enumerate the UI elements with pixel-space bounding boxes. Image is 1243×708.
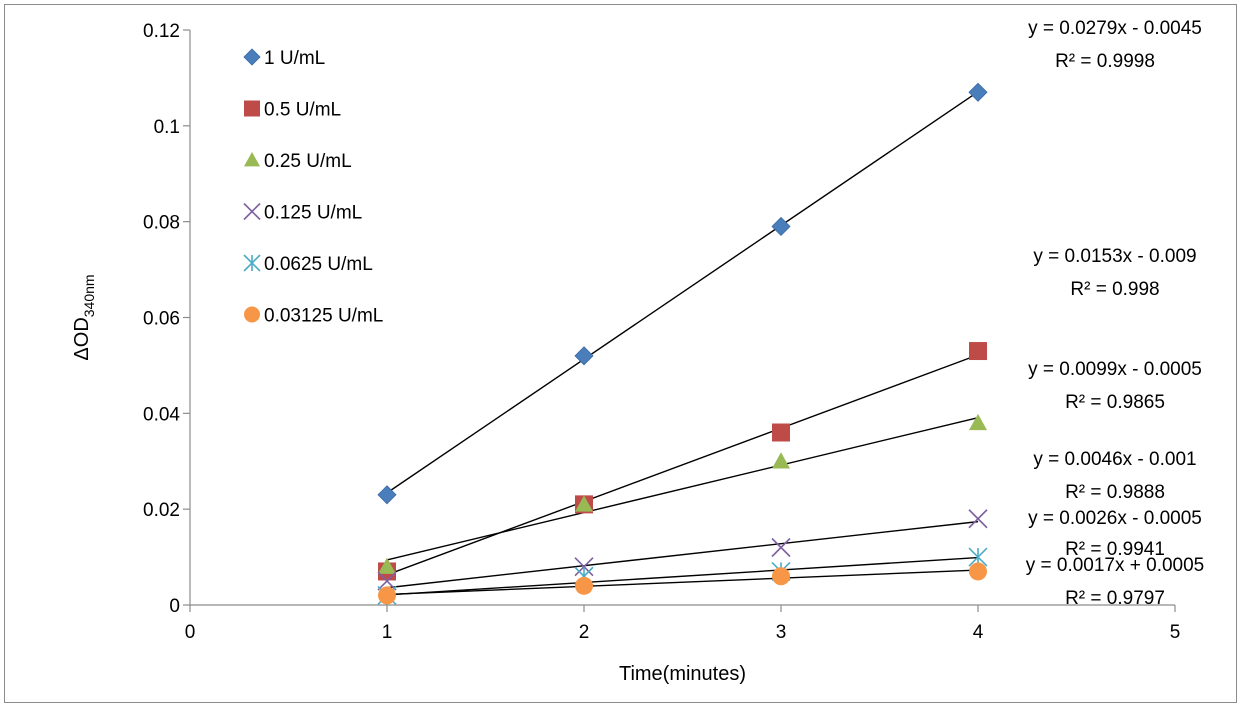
trendline-0-0625-u-ml — [386, 556, 979, 596]
x-tick-label: 1 — [382, 622, 393, 643]
data-point-0-03125-u-ml — [772, 567, 790, 586]
data-point-0-125-u-ml — [771, 537, 791, 558]
legend-marker-1-u-ml — [243, 48, 261, 66]
x-tick-label: 2 — [579, 622, 590, 643]
y-axis-title-main: ΔOD — [71, 317, 93, 360]
legend-marker-0-125-u-ml — [243, 202, 261, 221]
marker-stroke — [377, 571, 397, 591]
data-point-0-03125-u-ml — [575, 576, 593, 595]
trendline-0-5-u-ml — [386, 354, 979, 576]
trendline-0-03125-u-ml — [386, 569, 979, 596]
legend-label-0-5-u-ml: 0.5 U/mL — [264, 100, 341, 121]
x-tick-label: 5 — [1170, 622, 1181, 643]
trend-equation-0-5-u-ml: y = 0.0153x - 0.009 — [1033, 246, 1196, 267]
trend-equation-0-0625-u-ml: y = 0.0026x - 0.0005 — [1028, 508, 1202, 529]
y-axis-title-subscript: 340nm — [81, 274, 97, 317]
x-tick-label: 4 — [973, 622, 984, 643]
x-axis-title: Time(minutes) — [619, 663, 746, 685]
legend: 1 U/mL 0.5 U/mL 0.25 U/mL 0.125 U/mL 0.0625 … — [243, 48, 383, 327]
y-tick-label: 0.12 — [143, 21, 180, 42]
data-point-1-u-ml — [574, 346, 594, 366]
data-point-0-25-u-ml — [575, 495, 593, 512]
legend-label-0-125-u-ml: 0.125 U/mL — [264, 203, 362, 224]
legend-label-0-03125-u-ml: 0.03125 U/mL — [264, 306, 383, 327]
trend-r2-0-125-u-ml: R² = 0.9888 — [1065, 482, 1165, 503]
data-point-1-u-ml — [968, 82, 988, 102]
trend-equation-0-25-u-ml: y = 0.0099x - 0.0005 — [1028, 359, 1202, 380]
x-tick-label: 0 — [185, 622, 196, 643]
legend-marker-0-25-u-ml — [244, 152, 260, 167]
trendline-1-u-ml — [386, 91, 979, 494]
trend-r2-0-03125-u-ml: R² = 0.9797 — [1065, 588, 1165, 609]
marker-stroke — [771, 537, 791, 558]
data-point-0-03125-u-ml — [378, 586, 396, 605]
data-point-1-u-ml — [377, 485, 397, 505]
y-tick-label: 0.08 — [143, 213, 180, 234]
data-point-0-03125-u-ml — [969, 562, 987, 581]
marker-stroke — [574, 557, 594, 577]
trend-r2-0-5-u-ml: R² = 0.998 — [1070, 279, 1159, 300]
trend-r2-1-u-ml: R² = 0.9998 — [1055, 51, 1155, 72]
data-point-0-25-u-ml — [969, 413, 987, 431]
legend-marker-0-0625-u-ml — [243, 254, 261, 272]
y-tick-label: 0 — [169, 596, 180, 617]
tick-group: 0 0.02 0.04 0.06 0.08 0.1 0.12 0 1 2 3 4 5 — [143, 21, 1180, 643]
y-axis-title: ΔOD340nm — [71, 274, 97, 360]
trend-equation-0-125-u-ml: y = 0.0046x - 0.001 — [1033, 449, 1196, 470]
x-tick-label: 3 — [776, 622, 787, 643]
data-point-0-125-u-ml — [574, 557, 594, 577]
point-group — [377, 82, 988, 605]
legend-label-1-u-ml: 1 U/mL — [264, 48, 325, 69]
data-point-0-25-u-ml — [772, 452, 790, 469]
marker-stroke — [243, 202, 261, 221]
data-point-1-u-ml — [771, 216, 791, 237]
trend-r2-0-25-u-ml: R² = 0.9865 — [1065, 392, 1165, 413]
y-tick-label: 0.02 — [143, 500, 180, 521]
data-point-0-5-u-ml — [772, 423, 790, 442]
trend-r2-0-0625-u-ml: R² = 0.9941 — [1065, 539, 1165, 560]
legend-marker-0-5-u-ml — [244, 100, 260, 117]
chart-frame — [4, 4, 1237, 703]
marker-stroke — [968, 509, 988, 529]
legend-label-0-25-u-ml: 0.25 U/mL — [264, 151, 352, 172]
trendline-0-25-u-ml — [386, 416, 979, 561]
trendline-group — [386, 91, 979, 596]
trendline-0-125-u-ml — [386, 520, 979, 589]
y-tick-label: 0.06 — [143, 309, 180, 330]
legend-label-0-0625-u-ml: 0.0625 U/mL — [264, 254, 373, 275]
trend-equation-1-u-ml: y = 0.0279x - 0.0045 — [1028, 18, 1202, 39]
data-point-0-5-u-ml — [969, 342, 987, 361]
data-point-0-125-u-ml — [377, 571, 397, 591]
legend-marker-0-03125-u-ml — [244, 306, 260, 323]
y-tick-label: 0.1 — [154, 117, 180, 138]
data-point-0-125-u-ml — [968, 509, 988, 529]
trend-equation-0-03125-u-ml: y = 0.0017x + 0.0005 — [1026, 555, 1205, 576]
equation-labels: y = 0.0279x - 0.0045 R² = 0.9998 y = 0.015… — [1026, 18, 1205, 609]
data-point-0-25-u-ml — [378, 557, 396, 574]
y-tick-label: 0.04 — [143, 404, 180, 425]
